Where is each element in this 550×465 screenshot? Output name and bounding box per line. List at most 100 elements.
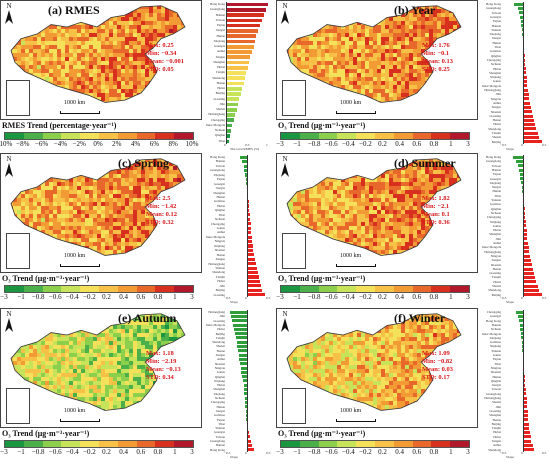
south-china-sea-inset — [282, 388, 306, 424]
panel-title: (f) Winter — [394, 311, 446, 325]
colorbar-tick: −0.6 — [324, 140, 338, 148]
bar-row: Jiangsu — [206, 257, 270, 261]
bar-category-label: Guizhou — [214, 199, 225, 204]
bar — [523, 241, 528, 245]
colorbar-swatch — [431, 286, 451, 292]
bar-category-label: Inner Mongolia — [206, 122, 225, 127]
bar — [244, 168, 247, 173]
bar-row: Tianjin — [482, 131, 546, 135]
bar-row: Fujian — [206, 23, 270, 28]
bar-category-label: Guangxi — [214, 44, 225, 49]
bar-category-label: Guangdong — [210, 168, 225, 173]
bar — [226, 118, 234, 123]
bar-row: Taiwan — [482, 11, 546, 15]
bar-category-label: Xinjiang — [213, 243, 225, 248]
bar — [523, 140, 543, 144]
bar — [235, 332, 247, 336]
bar-category-label: Tibet — [218, 212, 225, 217]
bar — [247, 435, 250, 439]
bar-row: Taiwan — [206, 164, 270, 168]
bar-category-label: Sichuan — [214, 128, 225, 133]
bar-category-label: Chongqing — [210, 117, 225, 122]
panel-f: (f) Winter Max: 1.09 Min: −0.82 Mean: 0.03 S… — [276, 308, 550, 463]
bar-row: Henan — [206, 81, 270, 86]
colorbar-tick: −0.8 — [307, 140, 321, 148]
stat-line: Mean: 0.12 — [146, 211, 178, 218]
bar-row: Taiwan — [206, 18, 270, 23]
country-outline — [286, 158, 462, 256]
bar-row: Gansu — [482, 224, 546, 228]
bar-category-label: Ningxia — [490, 365, 501, 370]
colorbar-swatch — [5, 441, 24, 447]
bar — [247, 431, 250, 435]
bar-row: Beijing — [482, 140, 546, 144]
bar-row: Hainan — [206, 159, 270, 163]
colorbar-swatch — [155, 133, 175, 139]
colorbar-tick: −3 — [0, 448, 8, 456]
bar-row: Xinjiang — [482, 344, 546, 348]
bar-category-label: Shanghai — [489, 70, 501, 75]
bar-category-label: Hunan — [492, 189, 502, 194]
bar-category-label: Shanxi — [492, 400, 501, 405]
colorbar-tick: −0.4 — [342, 140, 355, 148]
province-bar-chart: Hong Kong Hainan Taiwan Guangdong Zhejiang Fu… — [206, 155, 270, 297]
bar — [247, 204, 250, 208]
bar-axis-label: Slope — [506, 455, 514, 459]
bar-row: Shandong — [482, 288, 546, 292]
colorbar-tick: 0.6 — [136, 293, 146, 301]
panel-title: (e) Autumn — [118, 311, 177, 325]
bar — [244, 173, 247, 177]
bar — [237, 345, 247, 349]
bar-axis-label: Slope — [506, 300, 514, 304]
bar-row: Guangxi — [206, 182, 270, 186]
bar-category-label: Taiwan — [491, 10, 501, 15]
bar-category-label: Shaanxi — [214, 248, 225, 253]
bar — [523, 220, 526, 224]
colorbar-tick: 0.2 — [378, 448, 387, 456]
bar-category-label: Liaoning — [213, 96, 225, 101]
colorbar — [280, 285, 470, 293]
bar-category-label: Fujian — [492, 172, 501, 177]
bar-row: Shanghai — [206, 387, 270, 391]
bar-category-label: Liaoning — [489, 113, 501, 118]
bar-row: Hebei — [482, 435, 546, 439]
bar-category-label: Guangxi — [214, 430, 225, 435]
bar-row: Fujian — [206, 177, 270, 181]
bar — [523, 118, 534, 122]
bar — [226, 71, 247, 75]
south-china-sea-inset — [6, 388, 30, 424]
stat-line: Mean: −0.001 — [146, 58, 185, 65]
bar-category-label: Jilin — [219, 314, 226, 319]
colorbar-swatch — [117, 133, 137, 139]
colorbar-swatch — [61, 133, 81, 139]
bar — [523, 426, 530, 430]
province-bar-chart: Hong Kong Guangdong Hainan Taiwan Fujian Jian… — [206, 2, 270, 144]
bar-row: Inner Mongolia — [206, 123, 270, 128]
bar-row: Anhui — [206, 230, 270, 234]
bar — [523, 233, 527, 237]
bar — [520, 327, 523, 331]
bar — [523, 388, 526, 392]
bar-row: Sichuan — [482, 327, 546, 331]
bar-axis-label: Slope — [230, 300, 238, 304]
bar-row: Zhejiang — [482, 181, 546, 185]
bar — [523, 435, 531, 439]
north-arrow-icon: N — [4, 310, 14, 334]
north-label: N — [6, 155, 12, 163]
colorbar-swatch — [174, 133, 193, 139]
bar — [226, 60, 250, 65]
bar-row: Hainan — [206, 443, 270, 447]
colorbar-tick: −4% — [53, 140, 68, 148]
bar-row: Shaanxi — [206, 362, 270, 366]
bar-row: Jiangsu — [206, 55, 270, 60]
colorbar-swatch — [5, 286, 24, 292]
bar-row: Tianjin — [482, 275, 546, 279]
bar-row: Jilin — [206, 314, 270, 318]
bar — [523, 276, 535, 280]
bar-category-label: Hebei — [217, 279, 225, 284]
colorbar-tick: −1 — [293, 140, 301, 148]
stats-box: Max: 1.09 Min: −0.82 Mean: 0.03 STD: 0.17 — [422, 350, 453, 382]
bar-category-label: Anhui — [217, 230, 225, 235]
bar — [226, 13, 264, 17]
bar-axis-tick: −0.5 — [224, 451, 231, 455]
